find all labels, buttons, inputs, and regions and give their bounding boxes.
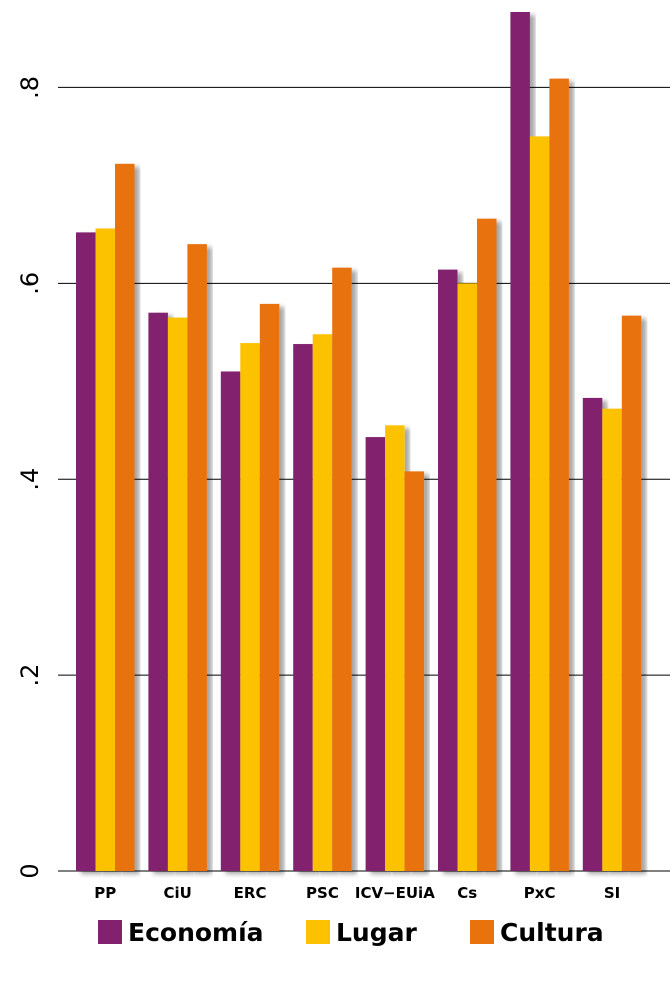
x-axis-tick-labels: PP CiU ERC PSC ICV−EUiA Cs PxC SI <box>94 884 620 902</box>
legend-swatch-series-0 <box>98 920 122 944</box>
bar-cultura <box>187 244 207 872</box>
bar-economia <box>293 344 313 871</box>
bar-economia <box>438 269 458 871</box>
bar-economia <box>220 371 241 871</box>
bar-economia <box>148 312 168 871</box>
bar-economia <box>365 437 386 871</box>
bar-cultura <box>115 163 135 871</box>
bar-cultura <box>621 315 642 871</box>
x-tick-label: ERC <box>234 884 267 902</box>
bars <box>76 12 642 872</box>
x-tick-label: ICV−EUiA <box>355 884 435 902</box>
bar-cultura <box>404 471 425 871</box>
bar-lugar <box>385 425 405 871</box>
y-tick-label: .2 <box>16 664 44 687</box>
bar-lugar <box>312 334 333 871</box>
x-tick-label: Cs <box>457 884 477 902</box>
bar-lugar <box>240 343 260 871</box>
y-tick-label: .8 <box>16 76 44 99</box>
bar-economia <box>510 12 530 871</box>
legend-item-series-0: Economía <box>98 912 264 952</box>
legend-item-series-2: Cultura <box>470 912 604 952</box>
legend-label-series-2: Cultura <box>500 917 604 947</box>
bar-cultura <box>259 303 280 872</box>
bar-cultura <box>477 218 497 872</box>
legend-item-series-1: Lugar <box>306 912 417 952</box>
bar-lugar <box>167 317 188 872</box>
x-tick-label: CiU <box>163 884 191 902</box>
y-tick-label: .4 <box>16 468 44 491</box>
legend-label-series-0: Economía <box>128 917 264 947</box>
bar-lugar <box>602 408 622 871</box>
bar-lugar <box>95 228 115 871</box>
legend-label-series-1: Lugar <box>336 917 417 947</box>
legend: Economía Lugar Cultura <box>0 912 670 952</box>
bar-economia <box>582 397 603 871</box>
x-tick-label: PSC <box>306 884 339 902</box>
bar-lugar <box>529 136 550 872</box>
bar-economia <box>76 232 96 872</box>
bar-lugar <box>457 283 477 871</box>
legend-swatch-series-2 <box>470 920 494 944</box>
x-tick-label: PxC <box>524 884 556 902</box>
y-tick-label: .6 <box>16 272 44 295</box>
x-tick-label: SI <box>604 884 620 902</box>
x-tick-label: PP <box>94 884 116 902</box>
y-tick-label: 0 <box>16 863 44 878</box>
legend-swatch-series-1 <box>306 920 330 944</box>
y-axis-tick-labels: 0 .2 .4 .6 .8 <box>16 76 44 879</box>
bar-cultura <box>549 78 569 872</box>
bar-cultura <box>332 267 352 872</box>
